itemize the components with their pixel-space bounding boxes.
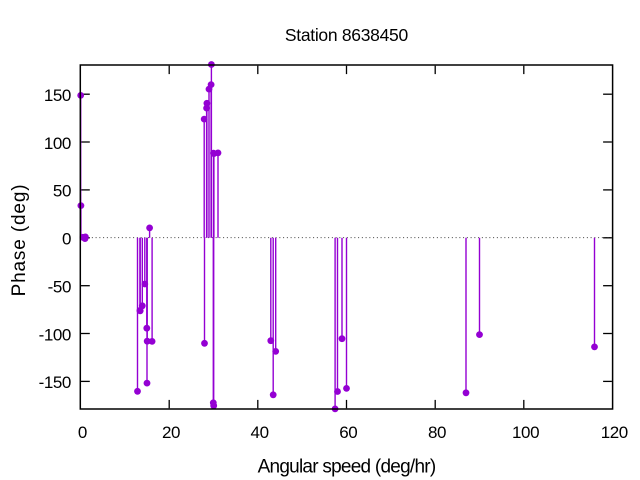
svg-text:Angular speed (deg/hr): Angular speed (deg/hr) [258, 456, 436, 477]
svg-text:Station 8638450: Station 8638450 [285, 25, 409, 45]
svg-text:-50: -50 [48, 278, 71, 297]
svg-text:60: 60 [339, 423, 357, 442]
svg-text:100: 100 [44, 134, 71, 153]
svg-text:0: 0 [62, 230, 71, 249]
svg-text:20: 20 [162, 423, 180, 442]
svg-text:120: 120 [601, 423, 628, 442]
svg-text:40: 40 [251, 423, 269, 442]
svg-text:-100: -100 [39, 325, 71, 344]
svg-text:-150: -150 [39, 373, 71, 392]
svg-text:50: 50 [53, 182, 71, 201]
svg-text:Phase (deg): Phase (deg) [9, 184, 30, 297]
svg-text:150: 150 [44, 86, 71, 105]
svg-text:0: 0 [78, 423, 87, 442]
svg-text:80: 80 [428, 423, 446, 442]
svg-text:100: 100 [512, 423, 539, 442]
